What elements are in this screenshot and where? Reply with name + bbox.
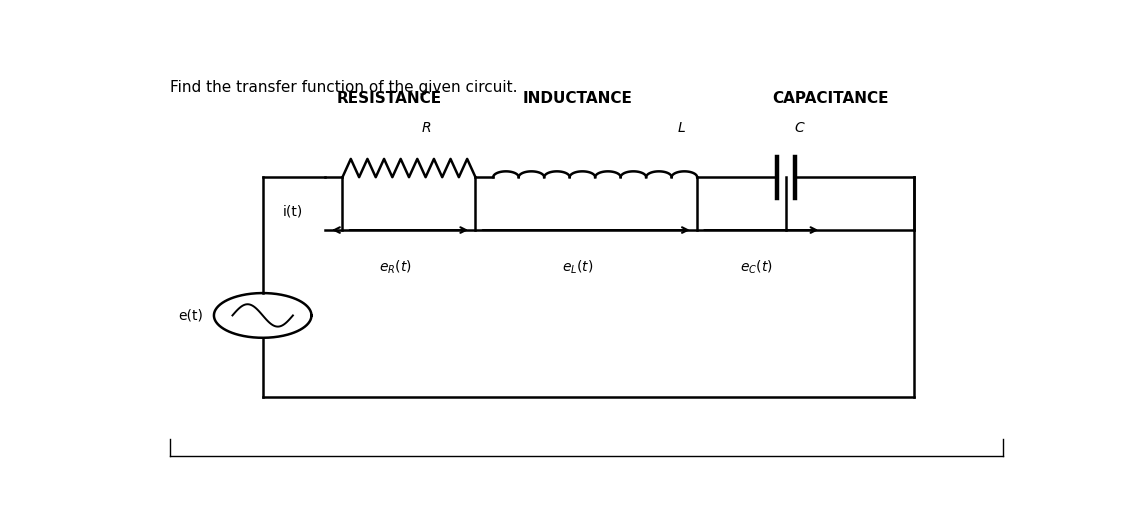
Text: R: R xyxy=(422,120,431,135)
Text: RESISTANCE: RESISTANCE xyxy=(337,91,442,106)
Text: C: C xyxy=(794,120,804,135)
Text: $e_C(t)$: $e_C(t)$ xyxy=(740,259,773,276)
Text: i(t): i(t) xyxy=(283,205,302,219)
Text: CAPACITANCE: CAPACITANCE xyxy=(772,91,889,106)
Text: Find the transfer function of the given circuit.: Find the transfer function of the given … xyxy=(169,80,517,95)
Text: e(t): e(t) xyxy=(178,308,204,323)
Text: $e_R(t)$: $e_R(t)$ xyxy=(380,259,412,276)
Text: INDUCTANCE: INDUCTANCE xyxy=(523,91,633,106)
Text: L: L xyxy=(677,120,685,135)
Text: $e_L(t)$: $e_L(t)$ xyxy=(562,259,593,276)
